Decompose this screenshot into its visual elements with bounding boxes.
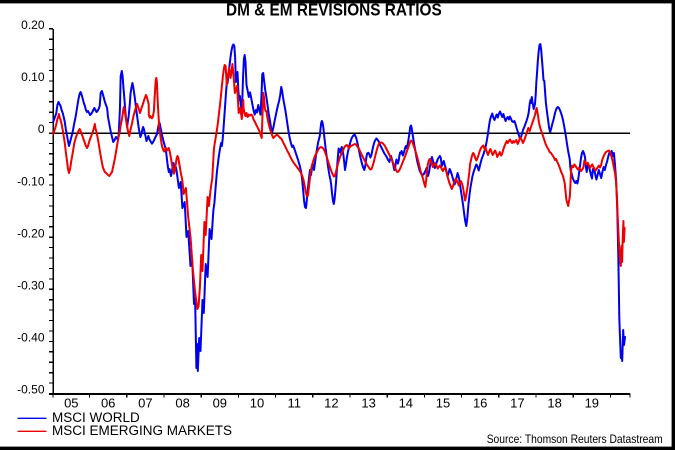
svg-text:MSCI WORLD: MSCI WORLD [52, 410, 140, 425]
svg-text:13: 13 [361, 395, 375, 410]
svg-text:-0.40: -0.40 [17, 331, 45, 345]
svg-text:0: 0 [38, 122, 45, 136]
svg-text:05: 05 [64, 395, 78, 410]
svg-text:0.20: 0.20 [21, 18, 45, 32]
svg-text:06: 06 [101, 395, 115, 410]
svg-text:-0.10: -0.10 [17, 174, 45, 188]
svg-text:16: 16 [473, 395, 487, 410]
svg-text:11: 11 [287, 395, 301, 410]
svg-text:15: 15 [436, 395, 450, 410]
svg-text:-0.30: -0.30 [17, 279, 45, 293]
svg-text:17: 17 [510, 395, 524, 410]
svg-text:MSCI EMERGING MARKETS: MSCI EMERGING MARKETS [52, 423, 232, 438]
svg-text:0.10: 0.10 [21, 70, 45, 84]
svg-text:14: 14 [399, 395, 413, 410]
svg-text:-0.20: -0.20 [17, 226, 45, 240]
svg-text:08: 08 [175, 395, 189, 410]
svg-text:10: 10 [250, 395, 264, 410]
svg-text:DM & EM REVISIONS RATIOS: DM & EM REVISIONS RATIOS [226, 0, 442, 20]
svg-text:19: 19 [585, 395, 599, 410]
svg-text:09: 09 [213, 395, 227, 410]
svg-text:07: 07 [138, 395, 152, 410]
svg-text:18: 18 [547, 395, 561, 410]
svg-text:Source: Thomson Reuters Datast: Source: Thomson Reuters Datastream [487, 433, 663, 446]
svg-text:12: 12 [324, 395, 338, 410]
svg-text:-0.50: -0.50 [17, 383, 45, 397]
